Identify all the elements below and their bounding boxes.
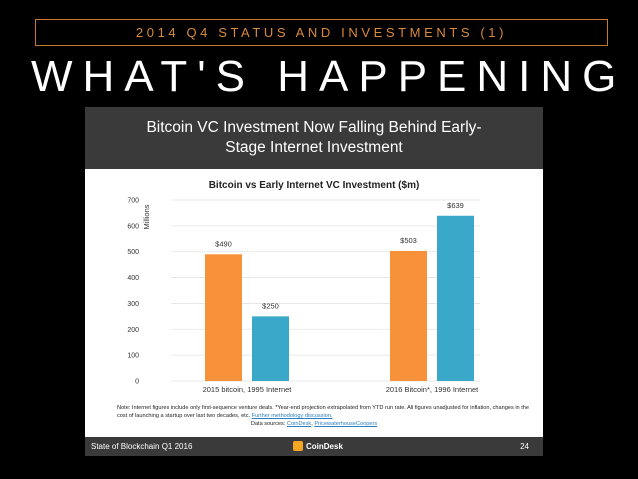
chart-title: Bitcoin vs Early Internet VC Investment … bbox=[209, 180, 420, 191]
page-heading: WHAT'S HAPPENING bbox=[31, 52, 627, 101]
y-tick-label: 500 bbox=[127, 249, 139, 256]
data-sources: Data sources: CoinDesk, PricewaterhouseC… bbox=[250, 421, 378, 427]
slide-title-line-2: Stage Internet Investment bbox=[225, 139, 403, 156]
bar-chart: Bitcoin vs Early Internet VC Investment … bbox=[127, 180, 480, 394]
source-link-pwc[interactable]: PricewaterhouseCoopers bbox=[314, 421, 378, 427]
bar-data-label: $250 bbox=[262, 301, 279, 310]
footer-page-number: 24 bbox=[520, 442, 529, 451]
footer-report-name: State of Blockchain Q1 2016 bbox=[91, 442, 193, 451]
y-tick-label: 300 bbox=[127, 301, 139, 308]
section-banner: 2014 Q4 STATUS AND INVESTMENTS (1) bbox=[35, 19, 608, 46]
data-sources-label: Data sources: bbox=[250, 421, 286, 427]
x-category-label: 2015 bitcoin, 1995 Internet bbox=[203, 385, 293, 394]
chart-note: Note: Internet figures include only firs… bbox=[117, 404, 537, 420]
y-tick-label: 200 bbox=[127, 327, 139, 334]
y-tick-label: 400 bbox=[127, 275, 139, 282]
y-tick-label: 100 bbox=[127, 353, 139, 360]
bar-data-label: $639 bbox=[447, 201, 464, 210]
bar-data-label: $490 bbox=[215, 239, 232, 248]
methodology-link[interactable]: Further methodology discussion. bbox=[251, 413, 333, 419]
source-link-coindesk[interactable]: CoinDesk bbox=[286, 421, 312, 427]
slide-footer: State of Blockchain Q1 2016 CoinDesk 24 bbox=[85, 437, 543, 456]
bar bbox=[390, 250, 427, 381]
bar-data-label: $503 bbox=[400, 236, 417, 245]
bar bbox=[205, 254, 242, 381]
embedded-slide: Bitcoin VC Investment Now Falling Behind… bbox=[85, 107, 543, 456]
bar bbox=[437, 215, 474, 381]
coindesk-logo-text: CoinDesk bbox=[306, 441, 343, 451]
slide-title-line-1: Bitcoin VC Investment Now Falling Behind… bbox=[146, 119, 482, 136]
section-banner-text: 2014 Q4 STATUS AND INVESTMENTS (1) bbox=[135, 25, 508, 40]
y-tick-label: 600 bbox=[127, 223, 139, 230]
x-category-label: 2016 Bitcoin*, 1996 Internet bbox=[386, 385, 479, 394]
y-axis-label: Millions bbox=[142, 204, 151, 229]
y-tick-label: 700 bbox=[127, 198, 139, 205]
chart-note-text: Note: Internet figures include only firs… bbox=[117, 405, 529, 419]
coindesk-logo: CoinDesk bbox=[293, 441, 343, 451]
bar bbox=[252, 316, 289, 381]
coindesk-logo-icon bbox=[293, 441, 303, 451]
y-tick-label: 0 bbox=[135, 379, 139, 386]
slide-header: Bitcoin VC Investment Now Falling Behind… bbox=[85, 107, 543, 169]
